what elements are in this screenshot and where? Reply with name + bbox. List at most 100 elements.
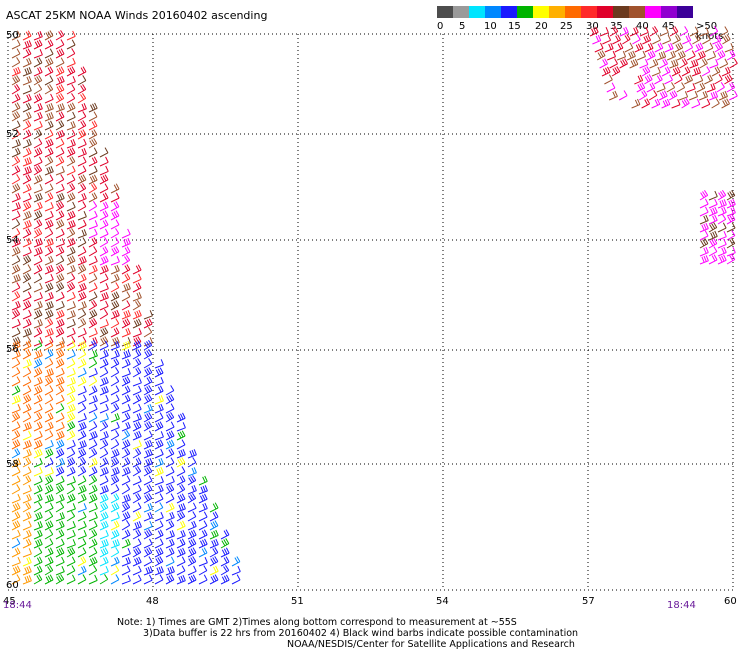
wind-barb xyxy=(198,534,208,540)
wind-barb-flag xyxy=(46,495,50,502)
wind-barb-flag xyxy=(60,264,65,270)
wind-barb-flag xyxy=(26,112,30,119)
wind-barb-flag xyxy=(26,575,30,582)
wind-barb xyxy=(66,53,76,59)
wind-barb-flag xyxy=(26,494,30,501)
wind-barb xyxy=(77,323,87,329)
wind-barb xyxy=(33,278,43,284)
wind-barb-flag xyxy=(93,493,98,500)
wind-barb-flag xyxy=(149,439,153,446)
wind-barb-flag xyxy=(105,565,109,572)
wind-barb xyxy=(699,96,708,101)
legend-swatch-11 xyxy=(613,6,629,18)
wind-barb xyxy=(711,71,721,77)
wind-barb xyxy=(143,579,153,585)
wind-barb-flag xyxy=(16,448,21,454)
wind-barb xyxy=(143,561,153,567)
wind-barb-flag xyxy=(660,51,664,58)
wind-barb-flag xyxy=(71,156,76,162)
wind-barb-flag xyxy=(191,467,195,474)
wind-barb-flag xyxy=(664,58,669,65)
wind-barb-flag xyxy=(714,214,718,221)
wind-barb-flag xyxy=(696,98,701,105)
wind-barb-flag xyxy=(24,167,28,174)
wind-barb-flag xyxy=(14,85,19,91)
wind-barb-flag xyxy=(114,449,118,456)
wind-barb xyxy=(708,196,718,201)
wind-barb xyxy=(44,561,54,567)
wind-barb-flag xyxy=(14,310,19,316)
y-tick-label-52: 52 xyxy=(6,129,19,140)
wind-barb-flag xyxy=(70,310,74,317)
wind-barb-flag xyxy=(200,486,204,493)
wind-barb-flag xyxy=(182,412,186,419)
wind-barb-flag xyxy=(58,265,63,271)
wind-barb-flag xyxy=(17,139,21,146)
wind-barb-flag xyxy=(25,121,30,127)
wind-barb-flag xyxy=(49,129,54,136)
wind-barb-flag xyxy=(15,301,19,308)
wind-barb-flag xyxy=(597,34,602,41)
wind-barb-flag xyxy=(188,477,193,483)
wind-barb-flag xyxy=(145,459,149,466)
wind-barb-flag xyxy=(696,34,701,40)
wind-barb xyxy=(22,408,32,414)
wind-barb-flag xyxy=(36,413,41,419)
wind-barb-flag xyxy=(213,530,217,537)
wind-barb-flag xyxy=(60,529,65,536)
wind-barb-flag xyxy=(16,538,21,544)
wind-barb-flag xyxy=(36,265,41,272)
wind-barb-flag xyxy=(92,340,98,346)
wind-barb xyxy=(33,88,42,95)
wind-barb-flag xyxy=(38,156,43,163)
wind-barb-flag xyxy=(675,35,679,42)
wind-barb xyxy=(22,553,32,558)
wind-barb-flag xyxy=(657,66,661,73)
wind-barb-flag xyxy=(15,219,21,225)
wind-barb xyxy=(667,56,676,61)
wind-barb-flag xyxy=(34,176,39,183)
wind-barb-flag xyxy=(71,66,76,72)
wind-barb xyxy=(110,443,119,450)
wind-barb-flag xyxy=(94,220,98,227)
wind-barb-flag xyxy=(12,77,17,83)
wind-barb-flag xyxy=(67,194,72,201)
wind-barb xyxy=(99,345,109,351)
wind-barb-flag xyxy=(612,50,617,57)
wind-barb xyxy=(651,103,661,109)
wind-barb xyxy=(717,211,727,217)
wind-barb-flag xyxy=(103,557,107,564)
wind-barb-flag xyxy=(624,58,628,65)
wind-barb xyxy=(77,516,87,522)
wind-barb-flag xyxy=(47,85,52,91)
wind-barb-flag xyxy=(171,538,175,545)
wind-barb-flag xyxy=(16,156,21,162)
wind-barb-flag xyxy=(34,212,39,219)
wind-barb-flag xyxy=(137,466,142,472)
wind-barb-flag xyxy=(630,51,634,58)
wind-barb-flag xyxy=(662,82,666,89)
wind-barb-flag xyxy=(115,210,120,217)
wind-barb-flag xyxy=(72,503,76,510)
wind-barb-flag xyxy=(127,309,131,316)
wind-barb-flag xyxy=(27,340,32,347)
wind-barb xyxy=(55,179,65,185)
wind-barb-flag xyxy=(82,358,87,365)
wind-barb-flag xyxy=(704,230,709,237)
wind-barb xyxy=(66,373,76,378)
wind-barb-flag xyxy=(210,558,215,565)
wind-barb-flag xyxy=(674,26,679,32)
wind-barb xyxy=(88,161,98,167)
wind-barb-flag xyxy=(645,26,649,33)
wind-barb-flag xyxy=(36,575,41,581)
wind-barb-flag xyxy=(48,139,52,146)
wind-barb-flag xyxy=(16,39,21,46)
wind-barb xyxy=(44,507,54,513)
wind-barb xyxy=(231,579,241,585)
wind-barb-flag xyxy=(105,430,109,437)
wind-barb xyxy=(187,490,197,495)
wind-barb xyxy=(22,543,32,549)
wind-barb xyxy=(699,252,709,257)
wind-barb-flag xyxy=(25,539,30,546)
wind-barb-flag xyxy=(126,318,131,324)
